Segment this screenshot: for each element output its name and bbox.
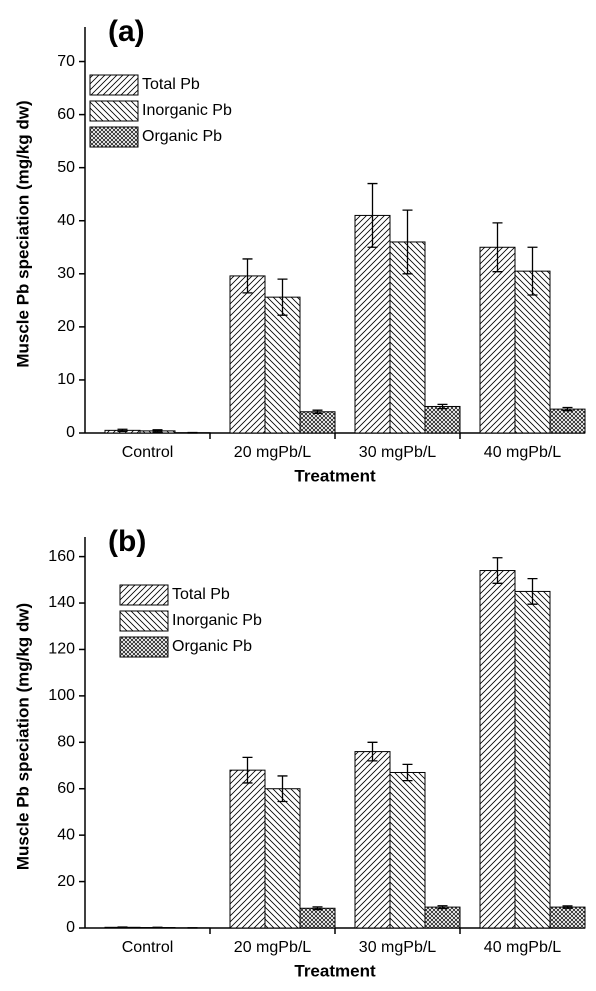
x-tick-label: 40 mgPb/L: [484, 939, 561, 956]
bar: [264, 788, 301, 929]
error-bar: [312, 409, 323, 415]
x-tick-label: 20 mgPb/L: [234, 939, 311, 956]
x-tick-label: 30 mgPb/L: [359, 939, 436, 956]
legend-swatch: [89, 100, 139, 122]
panel-label: (a): [108, 15, 145, 48]
error-bar: [437, 905, 448, 910]
error-bar: [242, 756, 253, 784]
error-bar: [527, 578, 538, 605]
legend-swatch: [119, 584, 169, 606]
y-tick-label: 50: [57, 159, 75, 176]
y-tick-label: 20: [57, 873, 75, 890]
x-tick-label: 40 mgPb/L: [484, 444, 561, 461]
x-tick-label: Control: [122, 444, 174, 461]
bar: [549, 408, 586, 434]
bar: [549, 906, 586, 929]
y-tick-label: 60: [57, 780, 75, 797]
bar: [229, 769, 266, 929]
legend-swatch: [89, 74, 139, 96]
y-tick-label: 0: [66, 424, 75, 441]
error-bar: [152, 429, 163, 433]
error-bar: [527, 246, 538, 296]
y-tick-label: 20: [57, 318, 75, 335]
y-axis-title: Muscle Pb speciation (mg/kg dw): [13, 603, 32, 870]
error-bar: [367, 741, 378, 762]
error-bar: [562, 905, 573, 909]
y-tick-label: 100: [48, 687, 75, 704]
bar: [299, 907, 336, 929]
error-bar: [437, 403, 448, 410]
y-tick-label: 10: [57, 371, 75, 388]
y-tick-label: 40: [57, 826, 75, 843]
bar: [479, 570, 516, 929]
y-tick-label: 0: [66, 919, 75, 936]
legend-swatch: [119, 636, 169, 658]
y-tick-label: 140: [48, 594, 75, 611]
bar: [514, 590, 551, 929]
bar: [424, 405, 461, 434]
legend-swatch: [119, 610, 169, 632]
y-axis-title: Muscle Pb speciation (mg/kg dw): [13, 100, 32, 367]
legend-label: Inorganic Pb: [172, 612, 262, 629]
bar: [354, 214, 391, 434]
error-bar: [277, 278, 288, 316]
y-tick-label: 30: [57, 265, 75, 282]
legend-label: Organic Pb: [142, 128, 222, 145]
bar: [479, 246, 516, 434]
x-tick-label: 30 mgPb/L: [359, 444, 436, 461]
bar: [264, 296, 301, 434]
error-bar: [402, 763, 413, 782]
x-axis-title: Treatment: [294, 466, 376, 485]
bar: [514, 270, 551, 434]
y-tick-label: 60: [57, 106, 75, 123]
legend-label: Total Pb: [142, 76, 200, 93]
y-tick-label: 120: [48, 641, 75, 658]
error-bar: [367, 182, 378, 248]
bar: [299, 411, 336, 434]
y-tick-label: 80: [57, 734, 75, 751]
x-tick-label: 20 mgPb/L: [234, 444, 311, 461]
error-bar: [117, 428, 128, 433]
panel-label: (b): [108, 525, 146, 558]
error-bar: [492, 557, 503, 584]
y-tick-label: 40: [57, 212, 75, 229]
error-bar: [277, 775, 288, 803]
x-tick-label: Control: [122, 939, 174, 956]
bar: [424, 906, 461, 929]
legend-label: Total Pb: [172, 586, 230, 603]
error-bar: [187, 431, 198, 434]
error-bar: [242, 258, 253, 294]
error-bar: [562, 406, 573, 412]
y-tick-label: 160: [48, 548, 75, 565]
x-axis-title: Treatment: [294, 961, 376, 980]
legend-swatch: [89, 126, 139, 148]
legend-label: Organic Pb: [172, 638, 252, 655]
error-bar: [492, 222, 503, 273]
y-tick-label: 70: [57, 53, 75, 70]
bar: [389, 771, 426, 929]
error-bar: [312, 906, 323, 911]
error-bar: [402, 209, 413, 275]
bar: [354, 751, 391, 929]
bar: [229, 275, 266, 434]
legend-label: Inorganic Pb: [142, 102, 232, 119]
